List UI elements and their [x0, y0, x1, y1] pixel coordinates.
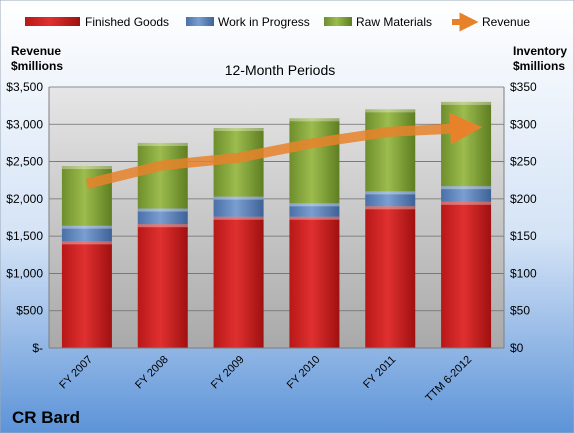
left-axis-label-line2: $millions	[11, 59, 63, 73]
legend-label-work-in-progress: Work in Progress	[218, 15, 310, 29]
right-axis-label-line1: Inventory	[513, 44, 567, 58]
bar-finished-goods	[365, 206, 416, 348]
bar-raw-materials-highlight	[441, 101, 492, 105]
bar-work-in-progress	[365, 191, 416, 207]
bar-raw-materials-highlight	[61, 166, 112, 170]
bar-finished-goods-highlight	[213, 216, 264, 220]
bar-raw-materials-highlight	[365, 109, 416, 113]
revenue-line	[85, 112, 483, 189]
left-tick-label: $3,500	[6, 80, 43, 94]
bar-work-in-progress-highlight	[137, 208, 188, 212]
bar-finished-goods	[61, 241, 112, 348]
bar-finished-goods-highlight	[365, 206, 416, 210]
bar-finished-goods	[289, 216, 340, 348]
bar-raw-materials-highlight	[289, 118, 340, 122]
bar-work-in-progress	[61, 225, 112, 242]
left-tick-label: $500	[16, 304, 43, 318]
legend-label-finished-goods: Finished Goods	[85, 15, 169, 29]
bars	[61, 101, 492, 348]
bar-raw-materials-highlight	[213, 128, 264, 132]
legend-swatch-raw-materials	[324, 17, 352, 26]
left-tick-label: $2,500	[6, 155, 43, 169]
left-tick-label: $1,500	[6, 229, 43, 243]
right-axis-label-line2: $millions	[513, 59, 565, 73]
bar-raw-materials	[289, 118, 340, 204]
right-tick-label: $0	[510, 341, 524, 355]
bar-work-in-progress	[137, 208, 188, 225]
right-tick-label: $150	[510, 229, 537, 243]
left-tick-label: $3,000	[6, 117, 43, 131]
legend-label-raw-materials: Raw Materials	[356, 15, 432, 29]
bar-finished-goods	[441, 201, 492, 348]
bar-raw-materials	[365, 109, 416, 192]
left-tick-label: $1,000	[6, 266, 43, 280]
bar-work-in-progress-highlight	[365, 191, 416, 195]
bar-finished-goods	[137, 224, 188, 348]
left-tick-labels: $- $500 $1,000 $1,500 $2,000 $2,500 $3,000 $3,5…	[6, 80, 43, 355]
right-tick-labels: $0 $50 $100 $150 $200 $250 $300 $350	[510, 80, 537, 355]
bar-finished-goods	[213, 216, 264, 348]
revenue-series-line	[85, 112, 483, 189]
left-tick-label: $-	[32, 341, 43, 355]
bar-work-in-progress-highlight	[289, 203, 340, 207]
bar-raw-materials	[137, 142, 188, 209]
left-axis-label-line1: Revenue	[11, 44, 61, 58]
bar-work-in-progress-highlight	[441, 186, 492, 190]
gridlines	[49, 86, 504, 312]
left-tick-label: $2,000	[6, 192, 43, 206]
bar-work-in-progress	[441, 186, 492, 202]
bar-raw-materials	[441, 101, 492, 187]
right-tick-label: $200	[510, 192, 537, 206]
right-tick-label: $100	[510, 266, 537, 280]
legend-swatch-work-in-progress	[186, 17, 214, 26]
bar-work-in-progress	[289, 203, 340, 217]
chart-title: 12-Month Periods	[225, 62, 336, 78]
bar-work-in-progress-highlight	[213, 196, 264, 200]
bar-finished-goods-highlight	[61, 241, 112, 245]
legend-label-revenue: Revenue	[482, 15, 530, 29]
bar-raw-materials-highlight	[137, 142, 188, 146]
bar-finished-goods-highlight	[289, 216, 340, 220]
bar-finished-goods-highlight	[441, 201, 492, 205]
right-tick-label: $50	[510, 304, 530, 318]
right-tick-label: $300	[510, 117, 537, 131]
company-name: CR Bard	[12, 408, 80, 427]
legend: Finished Goods Work in Progress Raw Mate…	[25, 12, 530, 32]
bar-finished-goods-highlight	[137, 224, 188, 228]
bar-work-in-progress-highlight	[61, 225, 112, 229]
right-tick-label: $250	[510, 155, 537, 169]
right-tick-label: $350	[510, 80, 537, 94]
legend-swatch-finished-goods	[25, 17, 80, 26]
bar-work-in-progress	[213, 196, 264, 217]
